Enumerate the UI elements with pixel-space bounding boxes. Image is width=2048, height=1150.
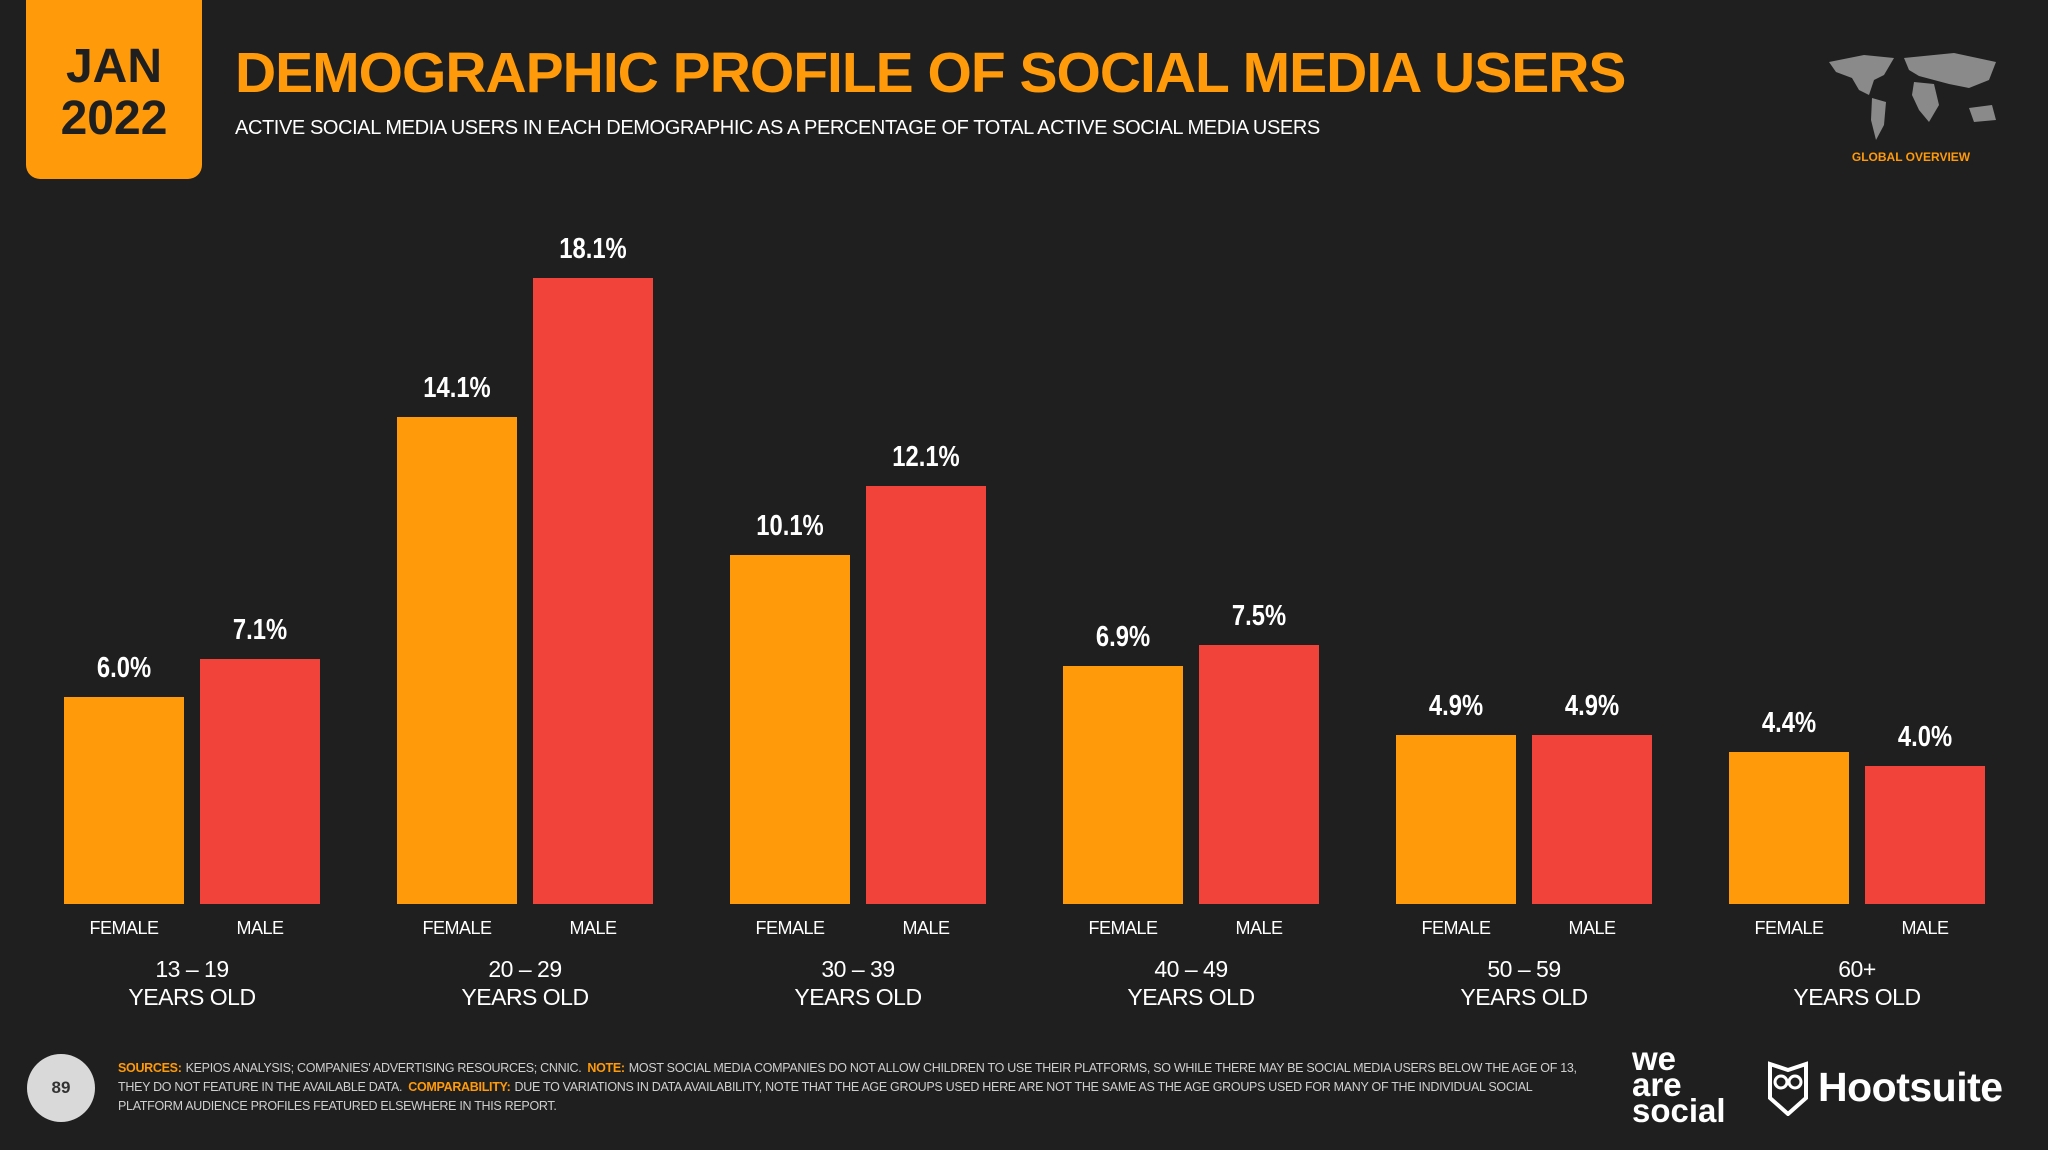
series-label: FEMALE xyxy=(1421,918,1491,938)
value-label: 7.1% xyxy=(232,613,288,646)
value-label: 10.1% xyxy=(756,509,824,542)
bar xyxy=(1199,644,1319,904)
series-label: MALE xyxy=(902,918,950,938)
bar xyxy=(397,416,517,904)
category-label: 13 – 19 YEARS OLD xyxy=(128,956,256,1010)
series-label: MALE xyxy=(1901,918,1949,938)
value-label: 6.9% xyxy=(1095,620,1151,653)
series-label: FEMALE xyxy=(422,918,492,938)
section-badge: GLOBAL OVERVIEW xyxy=(1851,150,1971,164)
value-label: 4.9% xyxy=(1428,689,1484,722)
bar xyxy=(1865,765,1985,904)
series-label: FEMALE xyxy=(1754,918,1824,938)
value-label: 4.0% xyxy=(1897,720,1953,753)
series-label: MALE xyxy=(1235,918,1283,938)
bar xyxy=(533,278,653,904)
category-label: 20 – 29 YEARS OLD xyxy=(461,956,589,1010)
value-label: 18.1% xyxy=(559,233,627,266)
logo: Hootsuite xyxy=(1818,1064,2003,1110)
chart-title: DEMOGRAPHIC PROFILE OF SOCIAL MEDIA USER… xyxy=(235,41,1626,105)
bar xyxy=(1729,751,1849,904)
note-text: KEPIOS ANALYSIS; COMPANIES' ADVERTISING … xyxy=(185,1061,582,1075)
category-label: 50 – 59 YEARS OLD xyxy=(1460,956,1588,1010)
category-label: 30 – 39 YEARS OLD xyxy=(794,956,922,1010)
series-label: MALE xyxy=(236,918,284,938)
value-label: 14.1% xyxy=(423,371,491,404)
bar xyxy=(1532,734,1652,904)
value-label: 6.0% xyxy=(96,651,152,684)
chart-subtitle: ACTIVE SOCIAL MEDIA USERS IN EACH DEMOGR… xyxy=(235,117,1320,139)
note-text: MOST SOCIAL MEDIA COMPANIES DO NOT ALLOW… xyxy=(118,1061,1577,1094)
category-label: 60+ YEARS OLD xyxy=(1793,956,1921,1010)
world-map-icon xyxy=(1829,53,1996,140)
logo: we are social xyxy=(1632,1040,1726,1129)
bar xyxy=(1396,734,1516,904)
series-label: FEMALE xyxy=(755,918,825,938)
page-number: 89 xyxy=(27,1054,95,1122)
footnotes: SOURCES: KEPIOS ANALYSIS; COMPANIES' ADVE… xyxy=(118,1059,1598,1116)
bar xyxy=(1063,665,1183,904)
value-label: 7.5% xyxy=(1231,599,1287,632)
series-label: FEMALE xyxy=(89,918,159,938)
bar xyxy=(730,554,850,904)
value-label: 12.1% xyxy=(892,440,960,473)
note-label: NOTE: xyxy=(587,1061,625,1075)
category-label: 40 – 49 YEARS OLD xyxy=(1127,956,1255,1010)
bar xyxy=(64,696,184,904)
bar xyxy=(200,658,320,904)
bar xyxy=(866,485,986,904)
note-text: DUE TO VARIATIONS IN DATA AVAILABILITY, … xyxy=(118,1080,1532,1113)
value-label: 4.9% xyxy=(1564,689,1620,722)
date-badge: JAN 2022 xyxy=(26,0,202,179)
series-label: MALE xyxy=(569,918,617,938)
note-label: COMPARABILITY: xyxy=(408,1080,511,1094)
series-label: FEMALE xyxy=(1088,918,1158,938)
value-label: 4.4% xyxy=(1761,706,1817,739)
series-label: MALE xyxy=(1568,918,1616,938)
owl-icon xyxy=(1768,1061,1808,1116)
note-label: SOURCES: xyxy=(118,1061,182,1075)
